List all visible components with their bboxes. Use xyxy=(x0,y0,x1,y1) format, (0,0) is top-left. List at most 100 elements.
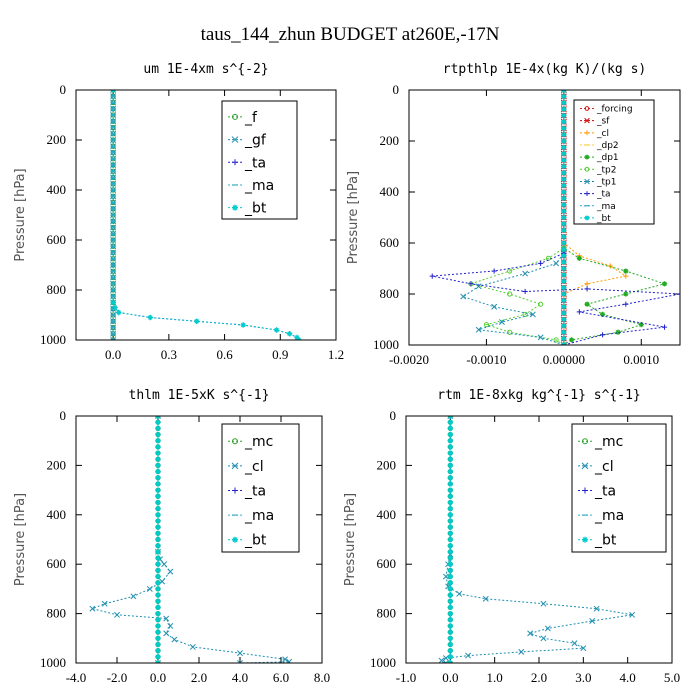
data-point xyxy=(116,309,122,316)
data-point xyxy=(447,561,453,567)
data-point xyxy=(561,214,567,221)
data-point xyxy=(599,311,606,317)
y-axis-label: Pressure [hPa] xyxy=(346,171,361,264)
axes-frame xyxy=(75,415,323,664)
data-point xyxy=(507,291,513,297)
data-point xyxy=(155,573,161,580)
plot-area xyxy=(110,90,302,340)
legend-label: _ma xyxy=(596,202,616,212)
data-point xyxy=(569,337,575,343)
legend-label: _ma xyxy=(594,508,624,524)
data-point xyxy=(561,265,567,272)
data-point xyxy=(661,281,668,287)
x-tick-label: 0.0 xyxy=(150,670,166,685)
y-tick-label: 800 xyxy=(47,282,67,297)
legend-label: _forcing xyxy=(596,105,633,115)
panel-4: rtm 1E-8xkg kg^{-1} s^{-1} Pressure [hPa]… xyxy=(343,388,680,685)
y-axis-label: Pressure [hPa] xyxy=(343,493,358,586)
data-point xyxy=(447,641,453,648)
legend-label: _ta xyxy=(594,483,616,499)
data-point xyxy=(561,100,567,106)
panel-3: thlm 1E-5xK s^{-1} Pressure [hPa] -4.0 -2.0… xyxy=(13,388,330,685)
y-tick-label: 0 xyxy=(60,82,67,97)
legend-label: _dp2 xyxy=(596,141,619,151)
data-point xyxy=(146,585,153,592)
data-point xyxy=(561,259,567,265)
data-point xyxy=(561,336,567,342)
legend-marker xyxy=(232,438,238,445)
data-point xyxy=(155,604,161,611)
x-tick-label: 4.0 xyxy=(620,670,636,685)
data-point xyxy=(561,285,567,291)
y-tick-label: 0 xyxy=(393,82,400,97)
plot-area xyxy=(438,416,636,663)
data-point xyxy=(498,319,505,326)
legend-label: _ma xyxy=(244,178,274,194)
data-point xyxy=(561,138,567,144)
data-point xyxy=(460,293,467,300)
y-tick-label: 400 xyxy=(47,182,67,197)
legend-label: _ta xyxy=(244,155,266,171)
data-point xyxy=(571,640,578,647)
data-point xyxy=(155,555,161,561)
data-point xyxy=(155,592,161,598)
legend-marker xyxy=(584,130,590,136)
y-tick-label: 600 xyxy=(380,235,400,250)
data-point xyxy=(561,246,567,252)
y-tick-label: 800 xyxy=(377,606,397,621)
data-point xyxy=(110,337,117,340)
data-point xyxy=(155,425,161,431)
data-point xyxy=(155,586,161,592)
data-point xyxy=(468,281,474,287)
data-point xyxy=(447,425,453,431)
x-tick-label: -4.0 xyxy=(66,670,87,685)
data-point xyxy=(155,481,161,487)
panel-1: um 1E-4xm s^{-2} Pressure [hPa] 0.0 0.3 0.6 0… xyxy=(13,62,344,362)
data-point xyxy=(189,643,196,650)
x-tick-label: -2.0 xyxy=(107,670,128,685)
x-tick-label: 6.0 xyxy=(273,670,289,685)
y-tick-label: 400 xyxy=(47,507,67,522)
legend-marker xyxy=(231,136,239,143)
axes-frame xyxy=(75,89,337,341)
data-point xyxy=(447,524,453,530)
x-tick-label: 0.9 xyxy=(272,347,288,362)
data-point xyxy=(155,543,161,549)
x-tick-label: 8.0 xyxy=(314,670,330,685)
data-point xyxy=(629,611,636,618)
data-point xyxy=(561,106,567,112)
data-point xyxy=(529,311,536,318)
series-line-dp1 xyxy=(563,90,667,345)
legend-marker xyxy=(584,106,590,111)
data-point xyxy=(580,645,587,652)
data-point xyxy=(561,278,567,284)
data-point xyxy=(155,475,161,481)
legend-label: _ta xyxy=(244,483,266,499)
legend-label: _bt xyxy=(244,201,267,217)
data-point xyxy=(623,268,629,274)
data-point xyxy=(599,332,606,338)
x-tick-label: 4.0 xyxy=(232,670,248,685)
legend: _mc _cl _ta _ma _bt xyxy=(221,423,300,553)
data-point xyxy=(561,208,567,214)
legend-label: _bt xyxy=(594,533,617,549)
data-point xyxy=(155,635,161,641)
legend-marker xyxy=(584,117,590,124)
legend-marker xyxy=(232,159,238,166)
y-tick-label: 1000 xyxy=(40,655,66,670)
data-point xyxy=(447,530,453,536)
data-point xyxy=(553,260,560,267)
data-point xyxy=(237,650,243,657)
data-point xyxy=(447,586,453,592)
data-point xyxy=(155,629,161,635)
x-tick-label: 2.0 xyxy=(531,670,547,685)
data-point xyxy=(155,444,161,450)
data-point xyxy=(442,660,449,663)
data-point xyxy=(561,202,567,208)
data-point xyxy=(155,648,161,654)
data-point xyxy=(561,112,567,119)
data-point xyxy=(447,456,453,462)
legend-label: _tp2 xyxy=(596,165,616,175)
data-point xyxy=(155,419,161,425)
data-point xyxy=(240,322,246,328)
